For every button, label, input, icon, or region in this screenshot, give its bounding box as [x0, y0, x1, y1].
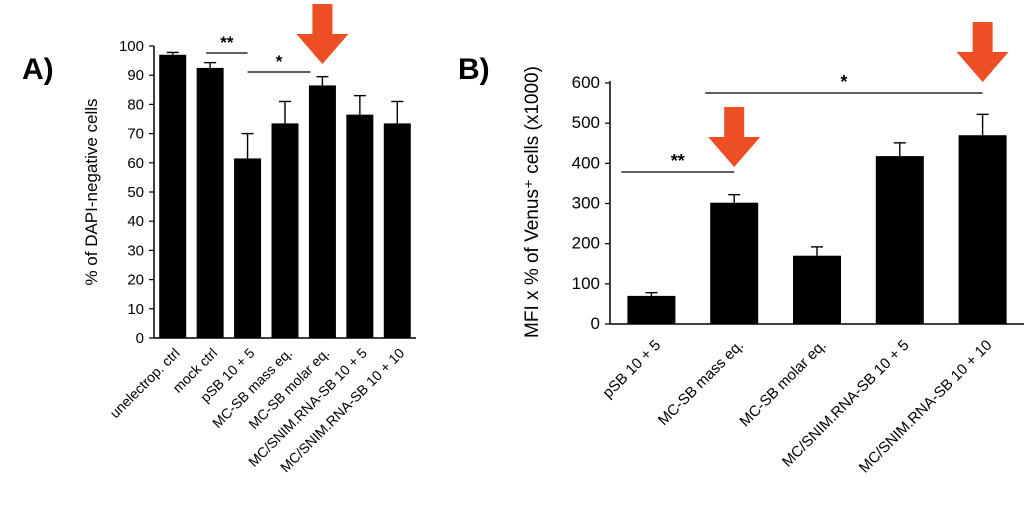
a-bar [196, 67, 224, 339]
a-y-tick-label: 20 [127, 272, 144, 289]
b-category-label: MC-SB molar eq. [736, 337, 829, 430]
a-y-tick-label: 100 [119, 38, 144, 55]
a-y-tick-label: 0 [136, 330, 144, 347]
b-bar [958, 135, 1007, 324]
b-y-tick-label: 400 [572, 153, 600, 172]
a-y-tick-label: 50 [127, 184, 144, 201]
b-bar [627, 295, 676, 324]
b-y-tick-label: 600 [572, 73, 600, 92]
b-bar [793, 255, 841, 324]
panel-b-y-axis-label: MFI x % of Venus⁺ cells (x1000) [522, 66, 543, 338]
panel-b-label: B) [458, 53, 490, 86]
panel-a-y-axis-label: % of DAPI-negative cells [82, 98, 101, 285]
a-y-tick-label: 60 [127, 155, 144, 172]
b-y-tick-label: 500 [572, 113, 600, 132]
a-bar [271, 123, 299, 338]
b-bar [710, 202, 759, 324]
highlight-arrow-icon [708, 107, 761, 167]
b-y-tick-label: 300 [572, 194, 600, 213]
a-significance-label: ** [220, 33, 234, 52]
a-y-tick-label: 70 [127, 126, 144, 143]
a-significance-label: * [276, 52, 283, 71]
b-y-tick-label: 0 [591, 314, 600, 333]
a-y-tick-label: 10 [127, 301, 144, 318]
a-y-tick-label: 30 [127, 242, 144, 259]
highlight-arrow-icon [296, 4, 349, 64]
a-bar [308, 85, 336, 338]
a-bar [346, 114, 374, 339]
panel-a: A) % of DAPI-negative cells 0 10 20 30 40 50 6… [22, 4, 416, 475]
b-category-label: MC/SNIM.RNA-SB 10 + 10 [856, 337, 996, 477]
b-y-tick-label: 100 [572, 274, 600, 293]
b-y-tick-label: 200 [572, 234, 600, 253]
a-bar [159, 54, 187, 338]
b-category-label: MC-SB mass eq. [655, 337, 747, 429]
panel-a-label: A) [22, 53, 54, 86]
b-bar [875, 156, 924, 324]
b-significance-label: * [840, 72, 847, 92]
panel-b: B) MFI x % of Venus⁺ cells (x1000) 0 100 2… [458, 22, 1024, 476]
b-category-label: pSB 10 + 5 [599, 337, 664, 402]
a-y-tick-label: 40 [127, 213, 144, 230]
a-bar [383, 123, 411, 338]
a-bar [234, 158, 262, 338]
highlight-arrow-icon [956, 22, 1009, 82]
a-y-tick-label: 80 [127, 96, 144, 113]
b-significance-label: ** [671, 151, 685, 171]
a-y-tick-label: 90 [127, 67, 144, 84]
